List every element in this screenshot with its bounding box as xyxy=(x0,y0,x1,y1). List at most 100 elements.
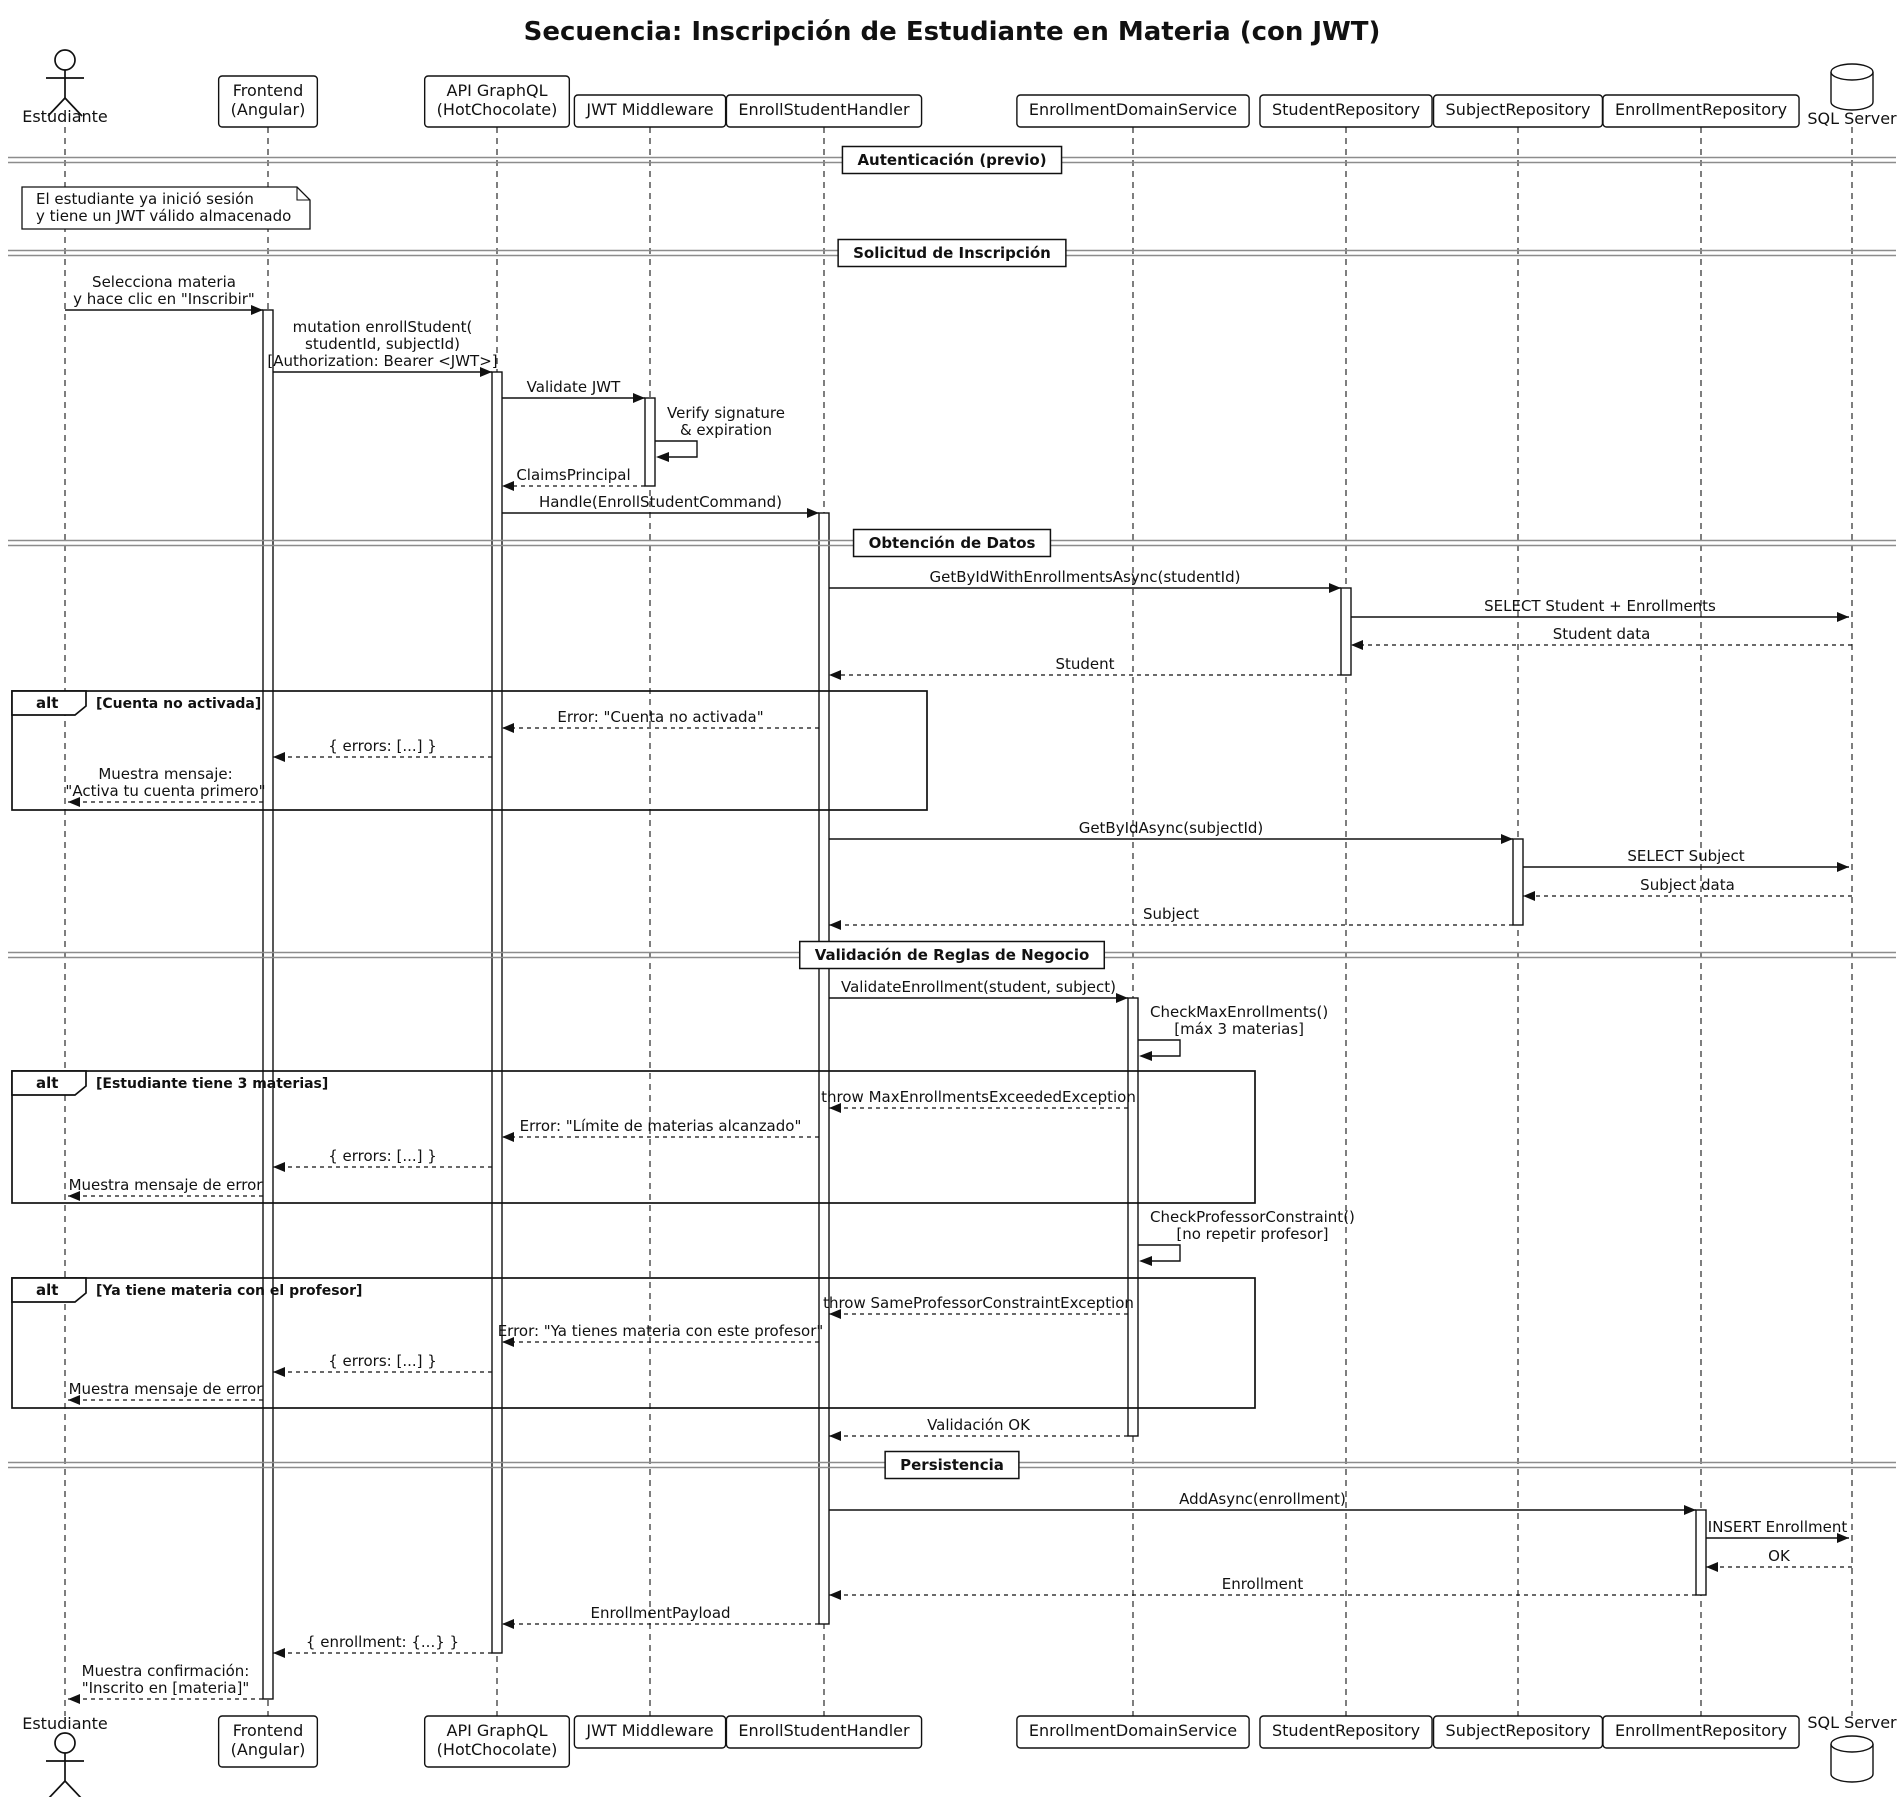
participant-label: (HotChocolate) xyxy=(437,100,558,119)
message-19: CheckMaxEnrollments()[máx 3 materias] xyxy=(1138,1003,1328,1061)
database-top xyxy=(1830,1735,1874,1753)
actor-leg xyxy=(64,1780,82,1797)
participant-box xyxy=(423,75,571,128)
participant-sql-bottom: SQL Server xyxy=(1807,1713,1897,1783)
arrowhead-icon xyxy=(480,367,492,377)
self-message-line xyxy=(1138,1039,1181,1057)
alt-keyword: alt xyxy=(36,1074,58,1092)
alt-frame-2: alt [Estudiante tiene 3 materias] xyxy=(11,1070,1256,1204)
message-16: Subject data xyxy=(1523,876,1852,901)
alt-label-pentagon xyxy=(11,690,87,716)
arrowhead-icon xyxy=(1501,834,1513,844)
note-fold-icon xyxy=(296,187,310,201)
arrowhead-icon xyxy=(1684,1505,1696,1515)
participant-label: (HotChocolate) xyxy=(437,1740,558,1759)
participant-handler-top: EnrollStudentHandler xyxy=(725,94,923,128)
participant-enrollRepo-top: EnrollmentRepository xyxy=(1602,94,1800,128)
message-label: CheckMaxEnrollments() xyxy=(1150,1003,1328,1021)
participant-box xyxy=(217,1715,319,1768)
message-label: Student data xyxy=(1553,625,1651,643)
alt-condition: [Cuenta no activada] xyxy=(96,696,261,712)
arrowhead-icon xyxy=(273,1648,285,1658)
arrowhead-icon xyxy=(829,1309,841,1319)
message-label: Error: "Cuenta no activada" xyxy=(557,708,763,726)
message-2: mutation enrollStudent(studentId, subjec… xyxy=(267,318,498,377)
message-9: Student data xyxy=(1351,625,1852,650)
alt-condition: [Ya tiene materia con el profesor] xyxy=(96,1283,362,1299)
alt-keyword: alt xyxy=(36,694,58,712)
arrowhead-icon xyxy=(1329,583,1341,593)
participant-box xyxy=(1259,94,1433,128)
participant-box xyxy=(1016,94,1250,128)
message-label: INSERT Enrollment xyxy=(1708,1518,1848,1536)
arrowhead-icon xyxy=(1139,1051,1152,1061)
participant-box xyxy=(1016,1715,1250,1749)
section-divider-box xyxy=(852,528,1052,558)
arrowhead-icon xyxy=(502,1337,514,1347)
arrowhead-icon xyxy=(502,723,514,733)
alt-frame-border xyxy=(11,690,928,811)
actor-head xyxy=(54,49,76,71)
message-label: Muestra confirmación: xyxy=(82,1662,250,1680)
message-label: SELECT Subject xyxy=(1627,847,1744,865)
alt-condition: [Estudiante tiene 3 materias] xyxy=(96,1076,328,1092)
message-label: Muestra mensaje de error xyxy=(69,1380,264,1398)
participant-frontend-top: Frontend(Angular) xyxy=(217,75,319,128)
arrowhead-icon xyxy=(1837,1533,1849,1543)
alt-label-pentagon xyxy=(11,1070,87,1096)
actor-icon xyxy=(46,49,84,117)
participant-studentRepo-bottom: StudentRepository xyxy=(1259,1715,1433,1749)
participant-box xyxy=(573,1715,727,1749)
note-text: El estudiante ya inició sesión xyxy=(36,190,254,208)
message-33: Enrollment xyxy=(829,1575,1696,1600)
activation-enrollRepo xyxy=(1695,1509,1707,1596)
participant-label: SubjectRepository xyxy=(1446,100,1591,119)
message-label: "Inscrito en [materia]" xyxy=(82,1679,250,1697)
participant-jwt-top: JWT Middleware xyxy=(573,94,727,128)
participant-label: Frontend xyxy=(233,81,304,100)
participant-domain-bottom: EnrollmentDomainService xyxy=(1016,1715,1250,1749)
message-13: Muestra mensaje:"Activa tu cuenta primer… xyxy=(65,765,266,807)
participant-studentRepo-top: StudentRepository xyxy=(1259,94,1433,128)
arrowhead-icon xyxy=(1706,1562,1718,1572)
message-36: Muestra confirmación:"Inscrito en [mater… xyxy=(68,1662,263,1704)
alt-frame-1: alt [Cuenta no activada] xyxy=(11,690,928,811)
arrowhead-icon xyxy=(251,305,263,315)
alt-frame-border xyxy=(11,1070,1256,1204)
participant-enrollRepo-bottom: EnrollmentRepository xyxy=(1602,1715,1800,1749)
participant-estudiante-bottom: Estudiante xyxy=(22,1714,108,1797)
participant-label: Estudiante xyxy=(22,1714,108,1733)
participant-label: EnrollmentRepository xyxy=(1615,100,1787,119)
participant-label: JWT Middleware xyxy=(585,1721,713,1740)
arrowhead-icon xyxy=(633,393,645,403)
message-label: Verify signature xyxy=(667,404,785,422)
arrowhead-icon xyxy=(1116,993,1128,1003)
message-30: AddAsync(enrollment) xyxy=(829,1490,1696,1515)
message-7: GetByIdWithEnrollmentsAsync(studentId) xyxy=(829,568,1341,593)
alt-label-pentagon xyxy=(11,1277,87,1303)
actor-leg xyxy=(48,1780,66,1797)
message-24: CheckProfessorConstraint()[no repetir pr… xyxy=(1138,1208,1355,1266)
participant-box xyxy=(725,1715,923,1749)
message-label: Error: "Ya tienes materia con este profe… xyxy=(498,1322,824,1340)
message-label: [Authorization: Bearer <JWT>] xyxy=(267,352,497,370)
message-label: Subject data xyxy=(1640,876,1735,894)
message-label: Muestra mensaje: xyxy=(98,765,232,783)
message-label: Error: "Límite de materias alcanzado" xyxy=(520,1117,802,1135)
message-label: { errors: [...] } xyxy=(328,737,437,755)
section-divider-2: Solicitud de Inscripción xyxy=(837,238,1067,268)
participant-label: SQL Server xyxy=(1807,109,1897,128)
message-label: y hace clic en "Inscribir" xyxy=(73,290,255,308)
participant-label: EnrollStudentHandler xyxy=(738,1721,910,1740)
arrowhead-icon xyxy=(273,752,285,762)
actor-icon xyxy=(46,1732,84,1797)
message-label: mutation enrollStudent( xyxy=(293,318,473,336)
section-divider-label: Validación de Reglas de Negocio xyxy=(815,946,1090,964)
message-label: & expiration xyxy=(680,421,772,439)
section-divider-1: Autenticación (previo) xyxy=(841,145,1063,175)
arrowhead-icon xyxy=(829,670,841,680)
arrowhead-icon xyxy=(829,920,841,930)
arrowhead-icon xyxy=(502,1132,514,1142)
message-label: GetByIdAsync(subjectId) xyxy=(1079,819,1264,837)
participant-box xyxy=(423,1715,571,1768)
